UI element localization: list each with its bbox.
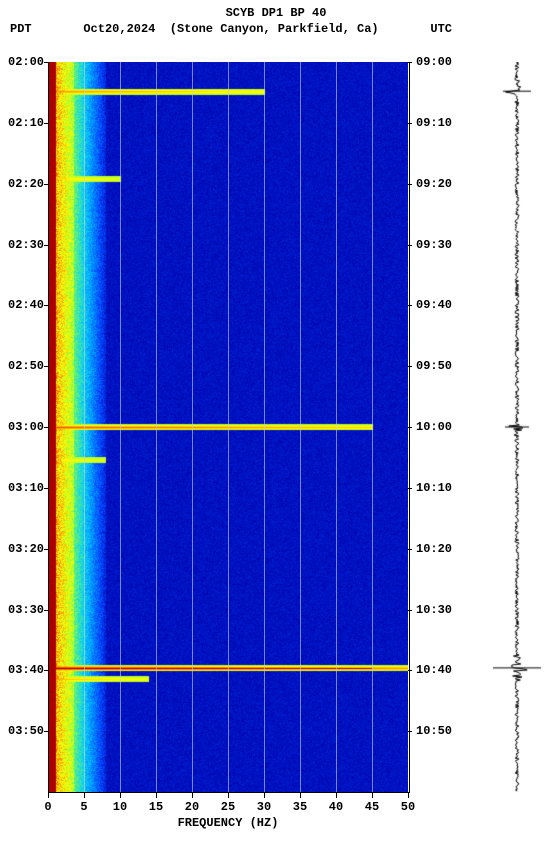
- grid-line: [264, 62, 265, 792]
- y-left-tick-mark: [44, 123, 48, 124]
- y-left-tick: 02:20: [8, 177, 44, 191]
- grid-line: [372, 62, 373, 792]
- grid-line: [228, 62, 229, 792]
- tz-right: UTC: [430, 22, 452, 36]
- x-tick: 5: [80, 800, 87, 814]
- x-tick: 35: [293, 800, 307, 814]
- x-tick-mark: [300, 792, 301, 798]
- y-right-tick-mark: [408, 366, 412, 367]
- y-right-tick-mark: [408, 731, 412, 732]
- y-right-tick-mark: [408, 62, 412, 63]
- x-tick: 20: [185, 800, 199, 814]
- y-right-tick-mark: [408, 549, 412, 550]
- grid-line: [300, 62, 301, 792]
- y-right-tick-mark: [408, 670, 412, 671]
- y-left-tick: 03:20: [8, 542, 44, 556]
- y-right-tick: 10:20: [416, 542, 452, 556]
- y-right-tick: 10:40: [416, 663, 452, 677]
- seismic-trace: [492, 62, 542, 792]
- x-tick: 10: [113, 800, 127, 814]
- y-left-tick-mark: [44, 366, 48, 367]
- y-right-tick: 10:50: [416, 724, 452, 738]
- x-axis-label: FREQUENCY (HZ): [48, 816, 408, 830]
- y-right-tick-mark: [408, 488, 412, 489]
- grid-line: [336, 62, 337, 792]
- x-tick: 0: [44, 800, 51, 814]
- x-tick-mark: [228, 792, 229, 798]
- spectrogram-chart: [48, 62, 408, 792]
- y-left-tick-mark: [44, 549, 48, 550]
- y-right-tick: 09:30: [416, 238, 452, 252]
- grid-line: [156, 62, 157, 792]
- y-left-tick: 03:40: [8, 663, 44, 677]
- y-right-tick-mark: [408, 245, 412, 246]
- tz-left: PDT: [10, 22, 32, 36]
- date: Oct20,2024: [83, 22, 155, 36]
- y-right-tick-mark: [408, 427, 412, 428]
- x-tick: 45: [365, 800, 379, 814]
- y-left-tick-mark: [44, 305, 48, 306]
- y-left-tick-mark: [44, 245, 48, 246]
- y-right-tick: 09:20: [416, 177, 452, 191]
- y-right-tick-mark: [408, 123, 412, 124]
- x-tick-mark: [408, 792, 409, 798]
- header: SCYB DP1 BP 40: [0, 0, 552, 20]
- timezone-row: PDT Oct20,2024 (Stone Canyon, Parkfield,…: [0, 22, 552, 36]
- y-left-tick: 02:40: [8, 298, 44, 312]
- y-right-tick: 10:10: [416, 481, 452, 495]
- trace-canvas: [492, 62, 542, 792]
- y-left-tick-mark: [44, 427, 48, 428]
- x-tick-mark: [84, 792, 85, 798]
- y-left-tick-mark: [44, 488, 48, 489]
- grid-line: [120, 62, 121, 792]
- y-right-tick: 09:10: [416, 116, 452, 130]
- y-left-tick: 03:30: [8, 603, 44, 617]
- x-tick-mark: [156, 792, 157, 798]
- y-right-tick: 09:00: [416, 55, 452, 69]
- x-tick: 25: [221, 800, 235, 814]
- x-tick-mark: [48, 792, 49, 798]
- grid-line: [192, 62, 193, 792]
- y-left-tick: 03:10: [8, 481, 44, 495]
- y-left-tick: 02:50: [8, 359, 44, 373]
- y-left-tick: 02:30: [8, 238, 44, 252]
- grid-line: [84, 62, 85, 792]
- station-line: SCYB DP1 BP 40: [0, 6, 552, 20]
- x-tick-mark: [120, 792, 121, 798]
- y-right-tick-mark: [408, 305, 412, 306]
- x-tick-mark: [336, 792, 337, 798]
- y-right-tick: 10:30: [416, 603, 452, 617]
- y-left-tick-mark: [44, 62, 48, 63]
- y-left-tick: 03:50: [8, 724, 44, 738]
- y-left-tick-mark: [44, 610, 48, 611]
- y-left-tick: 02:10: [8, 116, 44, 130]
- y-left-tick-mark: [44, 184, 48, 185]
- y-left-tick-mark: [44, 670, 48, 671]
- y-left-tick: 02:00: [8, 55, 44, 69]
- y-right-tick: 09:40: [416, 298, 452, 312]
- page-root: SCYB DP1 BP 40 PDT Oct20,2024 (Stone Can…: [0, 0, 552, 864]
- y-left-tick: 03:00: [8, 420, 44, 434]
- x-tick-mark: [192, 792, 193, 798]
- x-tick: 30: [257, 800, 271, 814]
- x-tick: 40: [329, 800, 343, 814]
- y-right-tick-mark: [408, 610, 412, 611]
- x-tick-mark: [264, 792, 265, 798]
- y-right-tick-mark: [408, 184, 412, 185]
- y-right-tick: 09:50: [416, 359, 452, 373]
- y-right-tick: 10:00: [416, 420, 452, 434]
- x-tick: 50: [401, 800, 415, 814]
- location: (Stone Canyon, Parkfield, Ca): [170, 22, 379, 36]
- x-tick-mark: [372, 792, 373, 798]
- y-left-tick-mark: [44, 731, 48, 732]
- x-tick: 15: [149, 800, 163, 814]
